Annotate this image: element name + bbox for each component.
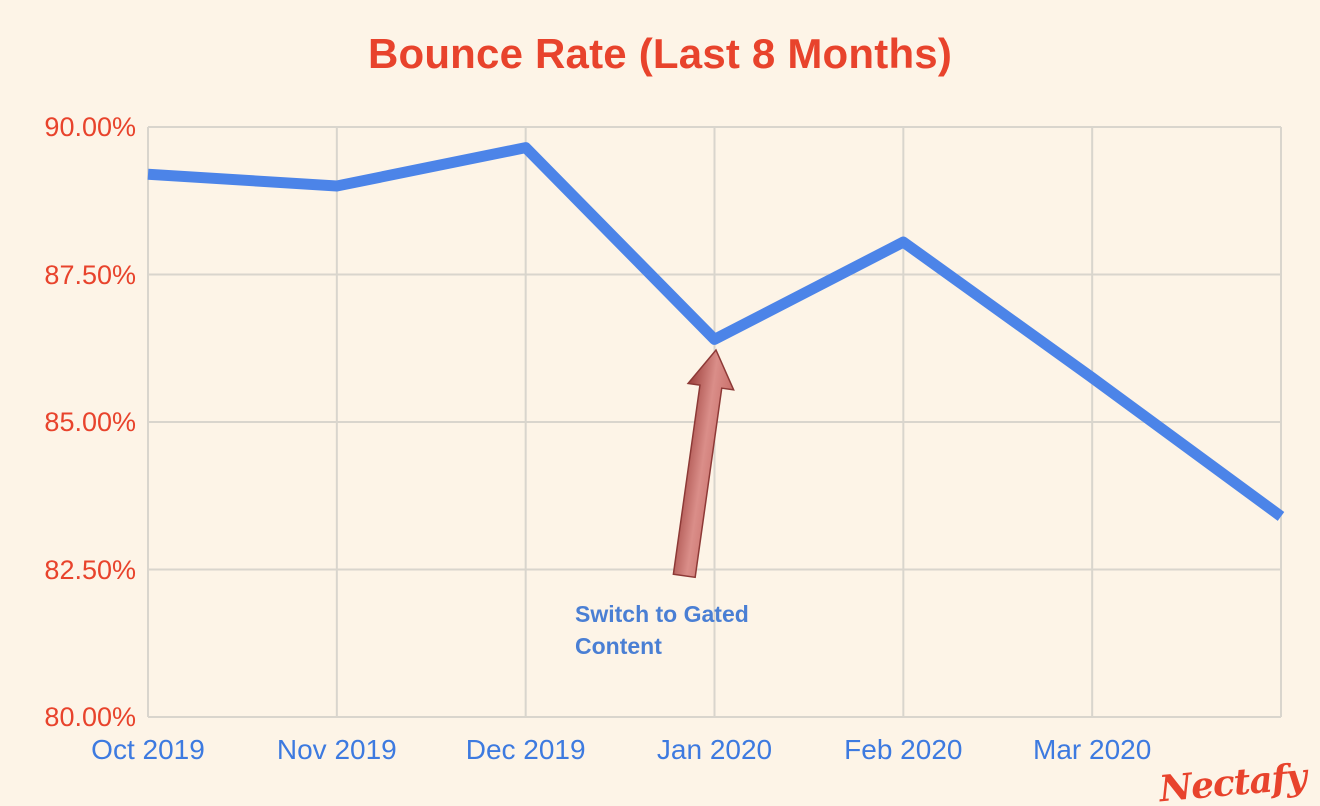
y-tick-label: 87.50%: [44, 259, 136, 290]
annotation-label: Switch to Gated Content: [575, 601, 749, 660]
y-tick-label: 85.00%: [44, 407, 136, 437]
x-tick-label: Jan 2020: [656, 734, 773, 765]
y-tick-label: 90.00%: [44, 112, 136, 142]
x-tick-label: Oct 2019: [91, 734, 205, 765]
annotation-arrow-icon: [672, 348, 735, 579]
chart-title: Bounce Rate (Last 8 Months): [367, 30, 953, 77]
y-tick-label: 80.00%: [44, 702, 136, 732]
x-tick-label: Dec 2019: [465, 734, 586, 765]
x-tick-label: Nov 2019: [276, 734, 397, 765]
y-tick-label: 82.50%: [44, 554, 136, 585]
x-tick-label: Feb 2020: [844, 734, 963, 765]
x-tick-label: Mar 2020: [1033, 734, 1152, 765]
bounce-rate-line: [147, 142, 1285, 521]
